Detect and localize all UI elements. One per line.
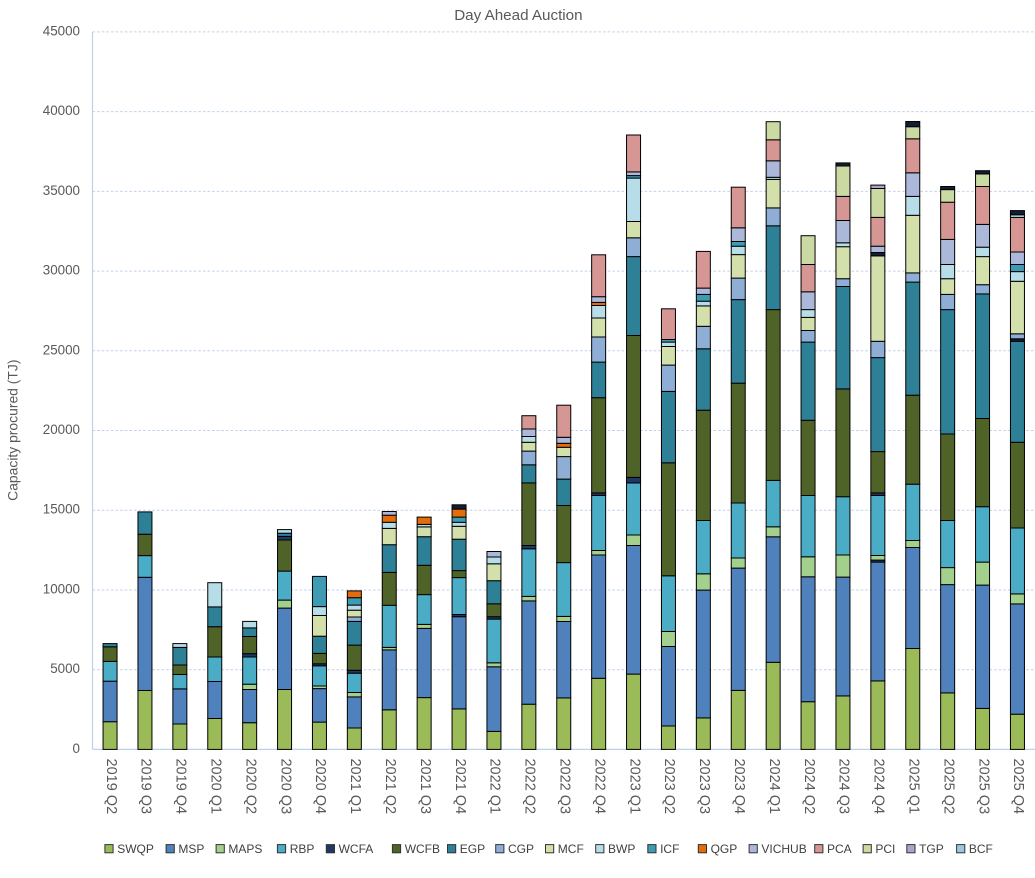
svg-text:2023 Q3: 2023 Q3 — [696, 759, 712, 815]
svg-text:2024 Q4: 2024 Q4 — [871, 759, 887, 815]
svg-text:2022 Q1: 2022 Q1 — [487, 759, 503, 815]
svg-text:2020 Q4: 2020 Q4 — [312, 759, 328, 815]
svg-text:Day Ahead Auction: Day Ahead Auction — [454, 7, 582, 24]
svg-text:2024 Q1: 2024 Q1 — [766, 759, 782, 815]
svg-text:2020 Q3: 2020 Q3 — [277, 759, 293, 815]
svg-text:0: 0 — [73, 741, 80, 756]
svg-text:RBP: RBP — [290, 842, 315, 856]
svg-text:CGP: CGP — [508, 842, 534, 856]
svg-text:SWQP: SWQP — [117, 842, 154, 856]
svg-text:35000: 35000 — [43, 183, 80, 198]
svg-text:VICHUB: VICHUB — [761, 842, 806, 856]
svg-text:2022 Q3: 2022 Q3 — [556, 759, 572, 815]
svg-text:2025 Q4: 2025 Q4 — [1010, 759, 1026, 815]
svg-text:PCI: PCI — [875, 842, 895, 856]
svg-text:2021 Q4: 2021 Q4 — [452, 759, 468, 815]
svg-text:2020 Q2: 2020 Q2 — [242, 759, 258, 815]
svg-text:2023 Q1: 2023 Q1 — [626, 759, 642, 815]
svg-text:WCFB: WCFB — [405, 842, 440, 856]
svg-text:2023 Q4: 2023 Q4 — [731, 759, 747, 815]
svg-text:45000: 45000 — [43, 23, 80, 38]
svg-text:2022 Q2: 2022 Q2 — [522, 759, 538, 815]
svg-text:2021 Q2: 2021 Q2 — [382, 759, 398, 815]
svg-text:QGP: QGP — [711, 842, 738, 856]
svg-text:2024 Q3: 2024 Q3 — [836, 759, 852, 815]
svg-text:25000: 25000 — [43, 342, 80, 357]
svg-text:2025 Q1: 2025 Q1 — [905, 759, 921, 815]
svg-text:BWP: BWP — [608, 842, 635, 856]
svg-text:40000: 40000 — [43, 103, 80, 118]
svg-text:2019 Q3: 2019 Q3 — [138, 759, 154, 815]
svg-text:20000: 20000 — [43, 422, 80, 437]
svg-text:2021 Q3: 2021 Q3 — [417, 759, 433, 815]
svg-text:2019 Q2: 2019 Q2 — [103, 759, 119, 815]
svg-text:2020 Q1: 2020 Q1 — [207, 759, 223, 815]
svg-text:2025 Q3: 2025 Q3 — [975, 759, 991, 815]
svg-text:5000: 5000 — [50, 661, 80, 676]
svg-text:WCFA: WCFA — [339, 842, 374, 856]
svg-text:MCF: MCF — [558, 842, 584, 856]
svg-text:TGP: TGP — [919, 842, 944, 856]
svg-text:MSP: MSP — [178, 842, 204, 856]
svg-text:ICF: ICF — [660, 842, 679, 856]
svg-text:2023 Q2: 2023 Q2 — [661, 759, 677, 815]
svg-text:Capacity procured (TJ): Capacity procured (TJ) — [5, 360, 21, 501]
svg-text:MAPS: MAPS — [228, 842, 262, 856]
svg-text:EGP: EGP — [460, 842, 485, 856]
svg-text:10000: 10000 — [43, 582, 80, 597]
svg-text:BCF: BCF — [969, 842, 993, 856]
svg-text:2021 Q1: 2021 Q1 — [347, 759, 363, 815]
svg-text:30000: 30000 — [43, 263, 80, 278]
svg-text:2025 Q2: 2025 Q2 — [940, 759, 956, 815]
svg-text:PCA: PCA — [827, 842, 852, 856]
svg-text:2022 Q4: 2022 Q4 — [591, 759, 607, 815]
svg-text:2019 Q4: 2019 Q4 — [173, 759, 189, 815]
svg-text:15000: 15000 — [43, 502, 80, 517]
svg-text:2024 Q2: 2024 Q2 — [801, 759, 817, 815]
